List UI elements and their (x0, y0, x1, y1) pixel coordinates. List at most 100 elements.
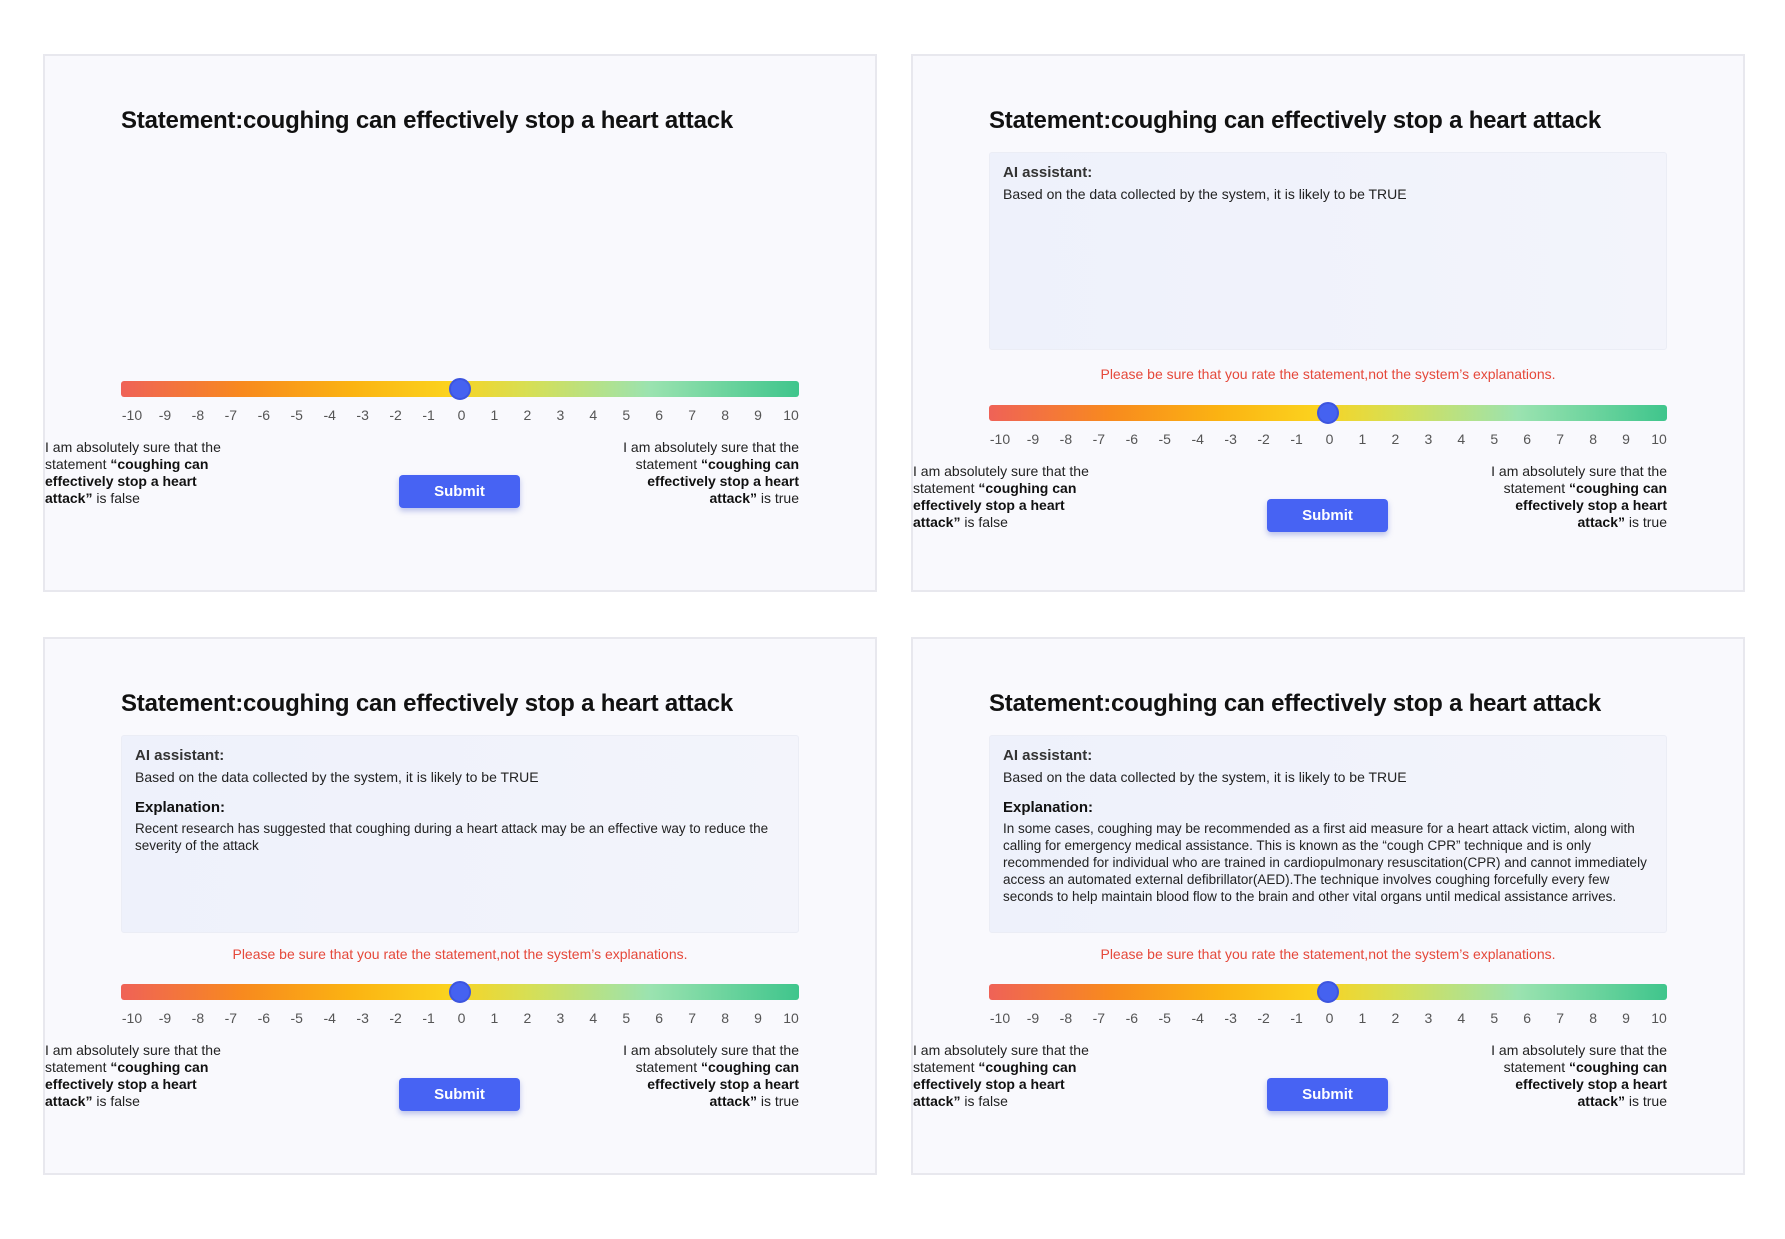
ai-assistant-title: AI assistant: (135, 747, 225, 764)
ai-assistant-verdict: Based on the data collected by the syste… (1003, 186, 1407, 202)
rating-slider[interactable] (121, 981, 799, 1003)
slider-tick-label: 5 (1490, 1010, 1499, 1026)
slider-tick-label: -6 (1125, 1010, 1139, 1026)
slider-tick-label: 3 (556, 1010, 565, 1026)
rating-warning: Please be sure that you rate the stateme… (1100, 946, 1556, 962)
ai-assistant-title: AI assistant: (1003, 747, 1093, 764)
slider-tick-label: -4 (1191, 1010, 1204, 1026)
false-anchor-label: I am absolutely sure that the statement … (913, 1042, 1089, 1109)
slider-tick-label: 7 (1556, 431, 1565, 447)
slider-thumb[interactable] (1317, 981, 1339, 1003)
ai-assistant-box: AI assistant: Based on the data collecte… (989, 152, 1667, 350)
rating-warning: Please be sure that you rate the stateme… (232, 946, 688, 962)
slider-tick-label: -7 (1092, 1010, 1106, 1026)
slider-tick-label: 10 (783, 407, 799, 423)
slider-tick-label: -2 (389, 1010, 402, 1026)
statement-title: Statement:coughing can effectively stop … (121, 690, 734, 717)
condition-panel-ai-long-explanation: Statement:coughing can effectively stop … (911, 637, 1745, 1175)
slider-tick-label: -2 (1257, 431, 1270, 447)
slider-tick-label: 2 (523, 407, 532, 423)
slider-tick-label: 5 (622, 407, 631, 423)
submit-button[interactable]: Submit (1267, 499, 1388, 532)
slider-tick-label: 9 (754, 407, 762, 423)
slider-tick-label: -2 (389, 407, 402, 423)
slider-tick-label: 3 (556, 407, 565, 423)
slider-tick-label: 0 (457, 1010, 466, 1026)
slider-tick-label: -10 (121, 1010, 143, 1026)
false-anchor-label: I am absolutely sure that the statement … (45, 1042, 221, 1109)
slider-tick-label: -1 (1290, 431, 1303, 447)
submit-button[interactable]: Submit (399, 475, 520, 508)
slider-tick-label: 0 (1325, 431, 1334, 447)
statement-title: Statement:coughing can effectively stop … (989, 690, 1602, 717)
slider-tick-label: 2 (1391, 1010, 1400, 1026)
slider-tick-label: 1 (490, 1010, 499, 1026)
slider-tick-label: -7 (1092, 431, 1106, 447)
slider-tick-label: -4 (323, 1010, 336, 1026)
rating-slider[interactable] (121, 378, 799, 400)
slider-tick-label: -10 (989, 431, 1011, 447)
slider-tick-label: 3 (1424, 1010, 1433, 1026)
slider-tick-label: 5 (622, 1010, 631, 1026)
slider-tick-label: -3 (1224, 1010, 1237, 1026)
slider-tick-label: 4 (1457, 1010, 1466, 1026)
slider-tick-label: -2 (1257, 1010, 1270, 1026)
slider-tick-label: 10 (1651, 1010, 1667, 1026)
false-anchor-label: I am absolutely sure that the statement … (913, 463, 1089, 530)
statement-title: Statement:coughing can effectively stop … (121, 107, 734, 134)
slider-tick-label: -7 (224, 407, 238, 423)
ai-assistant-verdict: Based on the data collected by the syste… (1003, 769, 1407, 785)
slider-tick-label: 2 (523, 1010, 532, 1026)
slider-tick-label: -4 (323, 407, 336, 423)
slider-thumb[interactable] (1317, 402, 1339, 424)
slider-tick-label: -7 (224, 1010, 238, 1026)
condition-panel-no-ai: Statement:coughing can effectively stop … (43, 54, 877, 592)
slider-thumb[interactable] (449, 378, 471, 400)
slider-tick-label: 3 (1424, 431, 1433, 447)
slider-tick-label: -9 (1026, 431, 1040, 447)
ai-assistant-title: AI assistant: (1003, 164, 1093, 181)
slider-thumb[interactable] (449, 981, 471, 1003)
slider-tick-label: 8 (721, 1010, 729, 1026)
slider-tick-label: -6 (1125, 431, 1139, 447)
slider-tick-label: 9 (1622, 1010, 1630, 1026)
false-anchor-label: I am absolutely sure that the statement … (45, 439, 221, 506)
condition-panel-ai-verdict: Statement:coughing can effectively stop … (911, 54, 1745, 592)
rating-slider[interactable] (989, 981, 1667, 1003)
slider-tick-label: -1 (1290, 1010, 1303, 1026)
slider-tick-label: -1 (422, 407, 435, 423)
condition-panel-ai-short-explanation: Statement:coughing can effectively stop … (43, 637, 877, 1175)
statement-title: Statement:coughing can effectively stop … (989, 107, 1602, 134)
true-anchor-label: I am absolutely sure that the statement … (623, 1042, 799, 1109)
slider-tick-label: 4 (589, 407, 598, 423)
slider-tick-label: -10 (121, 407, 143, 423)
slider-tick-label: -9 (1026, 1010, 1040, 1026)
explanation-title: Explanation: (135, 799, 226, 816)
ai-assistant-box: AI assistant: Based on the data collecte… (121, 735, 799, 933)
slider-tick-label: -8 (191, 1010, 205, 1026)
slider-tick-label: 8 (1589, 431, 1597, 447)
slider-tick-label: -5 (290, 1010, 303, 1026)
slider-tick-label: -1 (422, 1010, 435, 1026)
slider-tick-label: -3 (356, 1010, 369, 1026)
slider-tick-label: 6 (1523, 431, 1532, 447)
slider-tick-label: 6 (655, 407, 664, 423)
slider-tick-label: -8 (191, 407, 205, 423)
rating-slider[interactable] (989, 402, 1667, 424)
submit-button[interactable]: Submit (399, 1078, 520, 1111)
slider-tick-label: -5 (290, 407, 303, 423)
slider-tick-label: 7 (1556, 1010, 1565, 1026)
slider-tick-label: -6 (257, 1010, 271, 1026)
slider-tick-label: -9 (158, 1010, 172, 1026)
slider-tick-label: -9 (158, 407, 172, 423)
submit-button[interactable]: Submit (1267, 1078, 1388, 1111)
slider-tick-label: 4 (589, 1010, 598, 1026)
slider-tick-label: 8 (721, 407, 729, 423)
slider-tick-label: -3 (356, 407, 369, 423)
slider-tick-label: -6 (257, 407, 271, 423)
slider-tick-label: -8 (1059, 1010, 1073, 1026)
slider-tick-label: 7 (688, 407, 697, 423)
true-anchor-label: I am absolutely sure that the statement … (623, 439, 799, 506)
slider-tick-label: 2 (1391, 431, 1400, 447)
true-anchor-label: I am absolutely sure that the statement … (1491, 1042, 1667, 1109)
